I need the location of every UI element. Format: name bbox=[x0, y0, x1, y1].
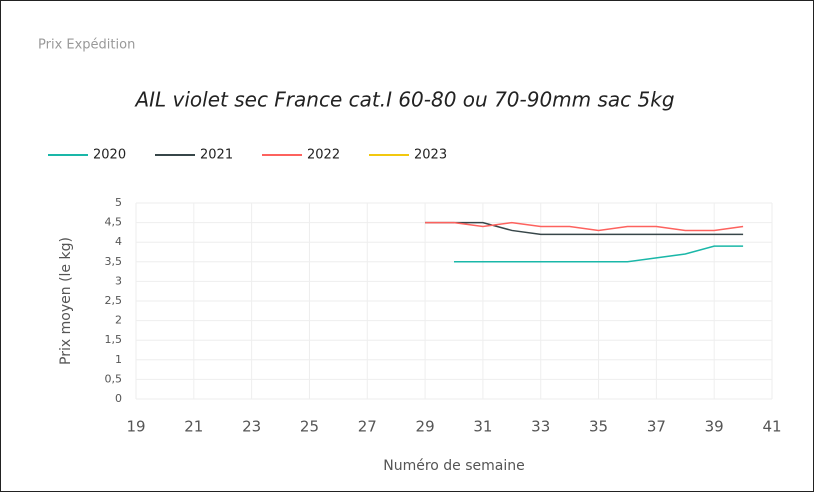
y-tick-label: 1,5 bbox=[105, 333, 123, 346]
y-tick-label: 3,5 bbox=[105, 255, 123, 268]
series-line bbox=[425, 221, 744, 236]
y-tick-label: 2,5 bbox=[105, 294, 123, 307]
x-tick-label: 21 bbox=[184, 418, 203, 436]
y-tick-label: 5 bbox=[115, 196, 122, 209]
y-tick-label: 0,5 bbox=[105, 372, 123, 385]
header-title: Prix Expédition bbox=[38, 38, 135, 53]
chart-title: AIL violet sec France cat.I 60-80 ou 70-… bbox=[133, 88, 674, 112]
x-tick-label: 41 bbox=[762, 418, 781, 436]
series-line bbox=[454, 245, 744, 263]
legend-label: 2022 bbox=[307, 148, 340, 163]
y-axis-label: Prix moyen (le kg) bbox=[58, 237, 74, 365]
x-tick-label: 19 bbox=[126, 418, 145, 436]
x-axis-label: Numéro de semaine bbox=[383, 458, 525, 474]
legend-label: 2023 bbox=[414, 148, 447, 163]
y-tick-label: 2 bbox=[115, 314, 122, 327]
x-tick-label: 33 bbox=[531, 418, 550, 436]
x-tick-label: 39 bbox=[705, 418, 724, 436]
x-tick-label: 35 bbox=[589, 418, 608, 436]
x-tick-label: 37 bbox=[647, 418, 666, 436]
series-line bbox=[425, 221, 744, 232]
y-tick-label: 3 bbox=[115, 274, 122, 287]
x-tick-label: 25 bbox=[300, 418, 319, 436]
x-tick-label: 29 bbox=[416, 418, 435, 436]
y-tick-label: 4 bbox=[115, 235, 122, 248]
legend-label: 2021 bbox=[200, 148, 233, 163]
x-tick-label: 23 bbox=[242, 418, 261, 436]
legend-label: 2020 bbox=[93, 148, 126, 163]
y-tick-label: 0 bbox=[115, 392, 122, 405]
x-tick-label: 31 bbox=[473, 418, 492, 436]
y-tick-label: 4,5 bbox=[105, 216, 123, 229]
y-tick-label: 1 bbox=[115, 353, 122, 366]
x-tick-label: 27 bbox=[358, 418, 377, 436]
